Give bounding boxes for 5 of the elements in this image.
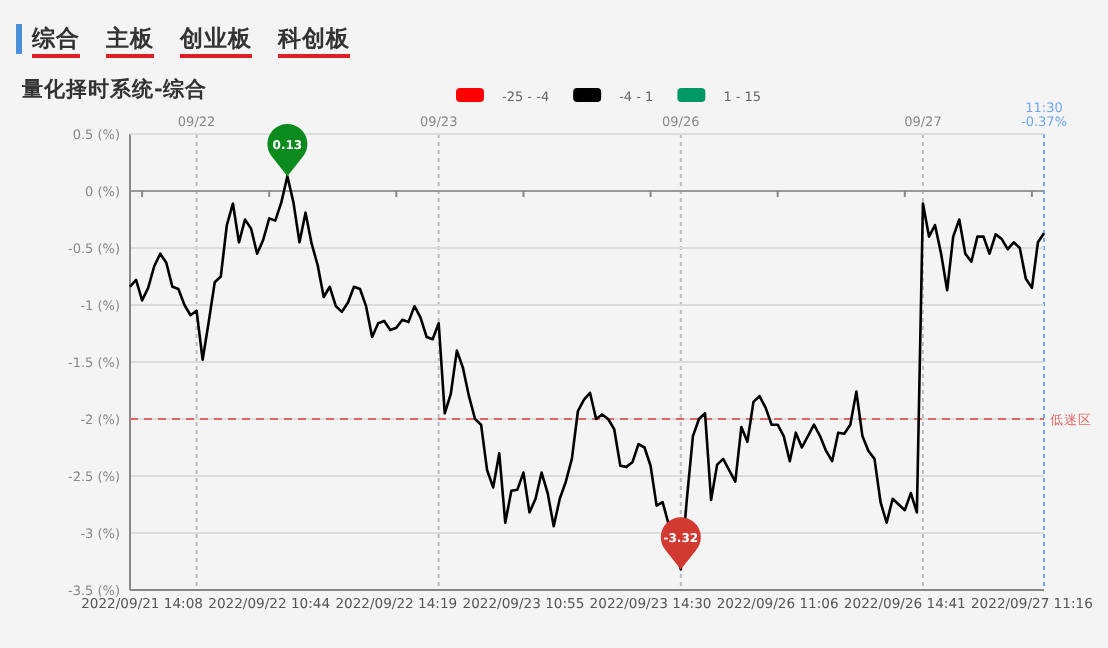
chart-title: 量化择时系统-综合 bbox=[20, 76, 207, 102]
text: 综合 bbox=[30, 24, 80, 52]
text: 科创板 bbox=[276, 24, 352, 52]
text: 创业板 bbox=[178, 24, 254, 52]
text: 主板 bbox=[104, 24, 156, 52]
